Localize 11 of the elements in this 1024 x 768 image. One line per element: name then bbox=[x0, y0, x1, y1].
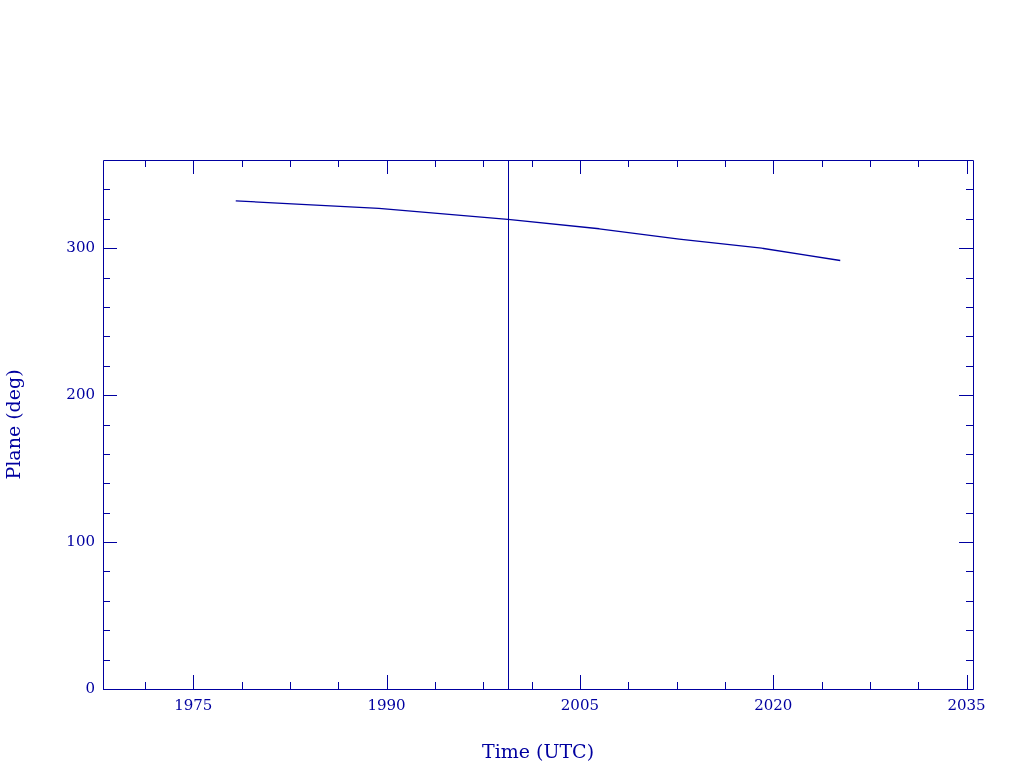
y-tick-label: 300 bbox=[66, 238, 95, 257]
y-tick-label: 100 bbox=[66, 531, 95, 550]
x-tick-label: 1990 bbox=[367, 695, 406, 714]
x-tick-label: 2020 bbox=[754, 695, 793, 714]
x-tick-label: 2035 bbox=[947, 695, 986, 714]
x-tick-label: 2005 bbox=[560, 695, 599, 714]
x-axis-title: Time (UTC) bbox=[481, 739, 595, 762]
y-axis-title: Plane (deg) bbox=[2, 369, 25, 480]
y-tick-label: 0 bbox=[85, 678, 95, 697]
y-tick-label: 200 bbox=[66, 385, 95, 403]
x-tick-label: 1975 bbox=[174, 695, 213, 714]
